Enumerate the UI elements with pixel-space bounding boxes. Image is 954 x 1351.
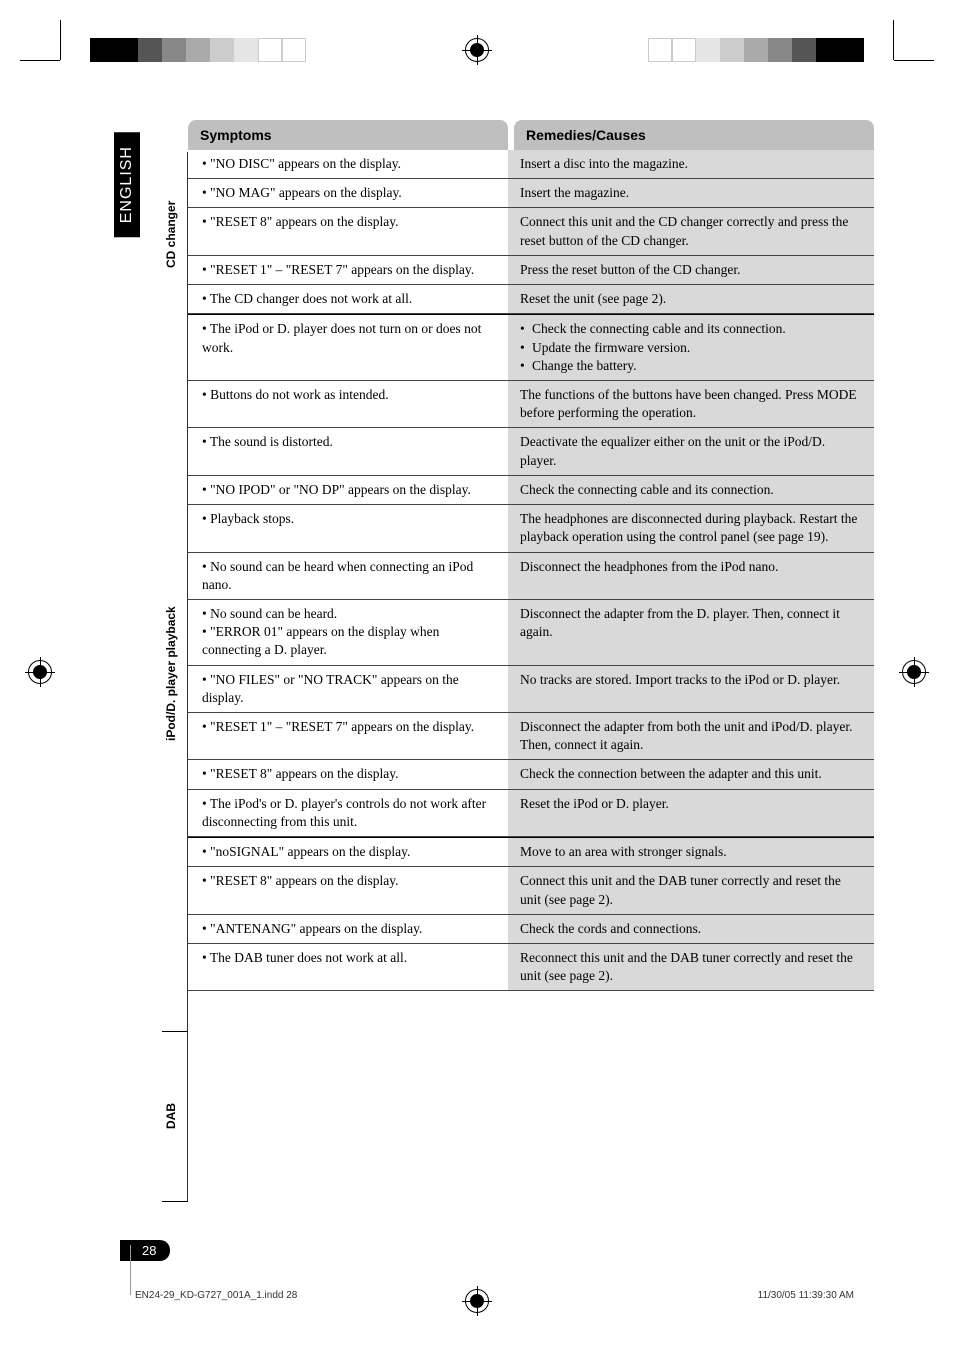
symptom-cell: • "RESET 1" – "RESET 7" appears on the d… xyxy=(188,256,508,284)
footer-timestamp: 11/30/05 11:39:30 AM xyxy=(758,1290,854,1301)
table-row: • "noSIGNAL" appears on the display.Move… xyxy=(188,837,874,867)
symptom-cell: • The sound is distorted. xyxy=(188,428,508,474)
remedy-cell: Disconnect the headphones from the iPod … xyxy=(508,553,874,599)
table-row: • "NO FILES" or "NO TRACK" appears on th… xyxy=(188,666,874,713)
color-bar-right xyxy=(648,38,864,62)
remedy-cell: Press the reset button of the CD changer… xyxy=(508,256,874,284)
table-row: • The sound is distorted.Deactivate the … xyxy=(188,428,874,475)
remedy-cell: Reset the unit (see page 2). xyxy=(508,285,874,313)
language-tab: ENGLISH xyxy=(114,132,140,237)
table-row: • "RESET 1" – "RESET 7" appears on the d… xyxy=(188,713,874,760)
section-label-dab: DAB xyxy=(162,1032,188,1202)
remedy-cell: Deactivate the equalizer either on the u… xyxy=(508,428,874,474)
table-header-row: Symptoms Remedies/Causes xyxy=(188,120,874,150)
remedy-cell: Check the connecting cable and its conne… xyxy=(508,315,874,380)
symptom-cell: • "NO FILES" or "NO TRACK" appears on th… xyxy=(188,666,508,712)
remedy-cell: The headphones are disconnected during p… xyxy=(508,505,874,551)
remedy-cell: No tracks are stored. Import tracks to t… xyxy=(508,666,874,712)
section-label-cd-changer: CD changer xyxy=(162,152,188,317)
crop-mark xyxy=(894,60,934,61)
table-row: • No sound can be heard when connecting … xyxy=(188,553,874,600)
remedy-cell: Insert a disc into the magazine. xyxy=(508,150,874,178)
remedy-cell: Connect this unit and the CD changer cor… xyxy=(508,208,874,254)
symptom-cell: • The DAB tuner does not work at all. xyxy=(188,944,508,990)
symptom-cell: • "RESET 8" appears on the display. xyxy=(188,760,508,788)
symptom-cell: • "NO IPOD" or "NO DP" appears on the di… xyxy=(188,476,508,504)
registration-mark xyxy=(465,38,489,62)
crop-mark xyxy=(60,20,61,60)
symptom-cell: • The CD changer does not work at all. xyxy=(188,285,508,313)
table-row: • "ANTENANG" appears on the display.Chec… xyxy=(188,915,874,944)
symptom-cell: • "RESET 8" appears on the display. xyxy=(188,208,508,254)
registration-mark xyxy=(465,1289,489,1313)
remedy-cell: Insert the magazine. xyxy=(508,179,874,207)
section-labels-column: CD changer iPod/D. player playback DAB xyxy=(162,120,188,1202)
symptom-cell: • The iPod's or D. player's controls do … xyxy=(188,790,508,836)
symptom-cell: • The iPod or D. player does not turn on… xyxy=(188,315,508,380)
table-row: • Playback stops.The headphones are disc… xyxy=(188,505,874,552)
remedy-cell: Reconnect this unit and the DAB tuner co… xyxy=(508,944,874,990)
table-row: • The DAB tuner does not work at all.Rec… xyxy=(188,944,874,991)
symptom-cell: • No sound can be heard when connecting … xyxy=(188,553,508,599)
symptom-cell: • "NO MAG" appears on the display. xyxy=(188,179,508,207)
remedy-cell: Disconnect the adapter from the D. playe… xyxy=(508,600,874,665)
remedy-cell: The functions of the buttons have been c… xyxy=(508,381,874,427)
symptom-cell: • Buttons do not work as intended. xyxy=(188,381,508,427)
page-number: 28 xyxy=(120,1240,170,1261)
symptom-cell: • "NO DISC" appears on the display. xyxy=(188,150,508,178)
section-label-ipod: iPod/D. player playback xyxy=(162,317,188,1032)
table-main-column: Symptoms Remedies/Causes • "NO DISC" app… xyxy=(188,120,874,1202)
symptom-cell: • "noSIGNAL" appears on the display. xyxy=(188,838,508,866)
table-row: • The CD changer does not work at all.Re… xyxy=(188,285,874,314)
page-content: ENGLISH CD changer iPod/D. player playba… xyxy=(120,120,874,1211)
crop-mark xyxy=(20,60,60,61)
registration-mark xyxy=(902,660,926,684)
remedy-cell: Reset the iPod or D. player. xyxy=(508,790,874,836)
table-row: • The iPod or D. player does not turn on… xyxy=(188,314,874,381)
header-symptoms: Symptoms xyxy=(188,120,508,150)
registration-mark xyxy=(28,660,52,684)
troubleshooting-table: CD changer iPod/D. player playback DAB S… xyxy=(162,120,874,1202)
table-row: • The iPod's or D. player's controls do … xyxy=(188,790,874,837)
symptom-cell: • "ANTENANG" appears on the display. xyxy=(188,915,508,943)
table-row: • "NO IPOD" or "NO DP" appears on the di… xyxy=(188,476,874,505)
table-row: • Buttons do not work as intended.The fu… xyxy=(188,381,874,428)
remedy-cell: Connect this unit and the DAB tuner corr… xyxy=(508,867,874,913)
table-row: • "RESET 8" appears on the display.Conne… xyxy=(188,867,874,914)
table-row: • No sound can be heard.• "ERROR 01" app… xyxy=(188,600,874,666)
color-bar-left xyxy=(90,38,306,62)
symptom-cell: • Playback stops. xyxy=(188,505,508,551)
remedy-cell: Disconnect the adapter from both the uni… xyxy=(508,713,874,759)
footer-divider xyxy=(130,1245,131,1295)
symptom-cell: • "RESET 8" appears on the display. xyxy=(188,867,508,913)
footer-filename: EN24-29_KD-G727_001A_1.indd 28 xyxy=(135,1290,297,1301)
remedy-cell: Move to an area with stronger signals. xyxy=(508,838,874,866)
header-remedies: Remedies/Causes xyxy=(514,120,874,150)
remedy-cell: Check the connecting cable and its conne… xyxy=(508,476,874,504)
remedy-cell: Check the connection between the adapter… xyxy=(508,760,874,788)
table-row: • "RESET 1" – "RESET 7" appears on the d… xyxy=(188,256,874,285)
table-row: • "NO MAG" appears on the display.Insert… xyxy=(188,179,874,208)
table-row: • "RESET 8" appears on the display.Check… xyxy=(188,760,874,789)
symptom-cell: • "RESET 1" – "RESET 7" appears on the d… xyxy=(188,713,508,759)
table-row: • "NO DISC" appears on the display.Inser… xyxy=(188,150,874,179)
table-row: • "RESET 8" appears on the display.Conne… xyxy=(188,208,874,255)
remedy-cell: Check the cords and connections. xyxy=(508,915,874,943)
crop-mark xyxy=(893,20,894,60)
symptom-cell: • No sound can be heard.• "ERROR 01" app… xyxy=(188,600,508,665)
